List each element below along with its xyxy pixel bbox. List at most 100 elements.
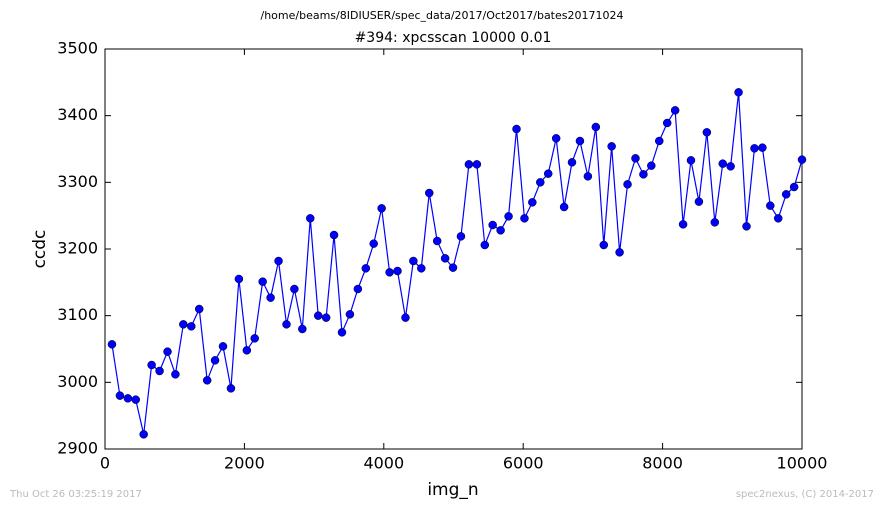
data-point <box>599 240 609 250</box>
data-point <box>155 366 164 376</box>
data-point <box>702 128 712 137</box>
data-point <box>456 232 466 241</box>
data-point <box>123 394 133 403</box>
data-point <box>361 264 371 273</box>
data-point <box>369 239 378 248</box>
data-point <box>726 162 735 171</box>
data-point <box>226 384 236 393</box>
data-point <box>750 144 759 153</box>
data-point <box>773 214 783 223</box>
data-point <box>718 159 728 168</box>
data-point <box>306 214 315 223</box>
data-point <box>520 214 529 223</box>
data-point <box>171 370 180 379</box>
footer-left: Thu Oct 26 03:25:19 2017 <box>9 489 142 500</box>
data-point <box>266 293 275 302</box>
data-point <box>313 311 323 320</box>
data-point <box>607 142 616 151</box>
x-tick-label: 10000 <box>777 454 828 473</box>
data-point <box>345 310 355 319</box>
data-point <box>432 236 442 246</box>
x-tick-label: 2000 <box>224 454 265 473</box>
data-point <box>385 268 394 277</box>
data-point <box>139 430 148 439</box>
data-point <box>678 220 688 229</box>
y-axis-label: ccdc <box>30 230 50 269</box>
x-tick-label: 8000 <box>642 454 683 473</box>
data-point <box>290 284 299 294</box>
data-point <box>639 170 648 179</box>
data-point <box>694 197 704 206</box>
data-point <box>298 324 307 334</box>
data-point <box>623 180 632 189</box>
data-point <box>647 161 656 170</box>
data-point <box>512 124 521 134</box>
data-point <box>766 201 775 210</box>
data-point <box>329 230 339 240</box>
x-axis-label: img_n <box>427 480 478 500</box>
data-point <box>250 334 259 343</box>
data-point <box>734 88 743 97</box>
data-point <box>670 106 680 115</box>
data-point <box>789 182 799 192</box>
footer-right: spec2nexus, (C) 2014-2017 <box>736 489 874 500</box>
data-point <box>686 156 696 165</box>
y-tick-label: 3400 <box>57 105 98 124</box>
data-point <box>194 304 204 314</box>
data-point <box>448 263 458 272</box>
data-point <box>321 313 331 322</box>
data-point <box>258 277 267 286</box>
data-point <box>179 320 188 329</box>
data-point <box>202 376 212 385</box>
y-tick-label: 3500 <box>57 39 98 58</box>
data-point <box>631 154 640 163</box>
data-point <box>781 190 791 199</box>
plot-frame <box>104 48 803 450</box>
data-point <box>496 226 505 235</box>
data-point <box>567 158 577 167</box>
data-point <box>559 202 569 212</box>
x-tick-label: 6000 <box>503 454 544 473</box>
data-point <box>742 222 751 231</box>
data-point <box>662 118 672 128</box>
data-point <box>575 136 585 146</box>
y-tick-label: 3000 <box>57 372 98 391</box>
data-point <box>710 218 720 227</box>
data-point <box>551 134 561 143</box>
data-point <box>615 248 624 257</box>
data-point <box>797 155 807 164</box>
x-tick-label: 4000 <box>363 454 404 473</box>
data-point <box>758 143 767 152</box>
data-point <box>353 284 363 294</box>
y-tick-label: 3300 <box>57 172 98 191</box>
data-point <box>218 342 228 351</box>
x-tick-label: 0 <box>100 454 110 473</box>
data-point <box>282 320 291 329</box>
data-point <box>583 172 593 181</box>
data-point <box>655 136 664 146</box>
chart-subtitle: #394: xpcsscan 10000 0.01 <box>355 30 552 46</box>
y-tick-label: 3100 <box>57 305 98 324</box>
data-point <box>464 160 474 169</box>
y-tick-label: 2900 <box>57 439 98 458</box>
data-point <box>210 356 220 365</box>
data-point <box>234 274 244 284</box>
data-point <box>417 264 426 273</box>
data-point <box>543 169 553 178</box>
data-point <box>187 322 196 331</box>
data-point <box>472 160 482 169</box>
data-point <box>504 212 513 221</box>
data-point <box>409 256 418 266</box>
data-point <box>337 328 347 337</box>
data-point <box>147 360 156 370</box>
data-point <box>163 347 172 356</box>
data-point <box>591 122 601 132</box>
data-point <box>131 395 140 404</box>
data-point <box>424 188 434 198</box>
data-point <box>377 204 386 213</box>
y-tick-label: 3200 <box>57 239 98 258</box>
data-point <box>115 391 125 400</box>
series-line <box>111 92 803 435</box>
chart-title: /home/beams/8IDIUSER/spec_data/2017/Oct2… <box>261 9 624 22</box>
